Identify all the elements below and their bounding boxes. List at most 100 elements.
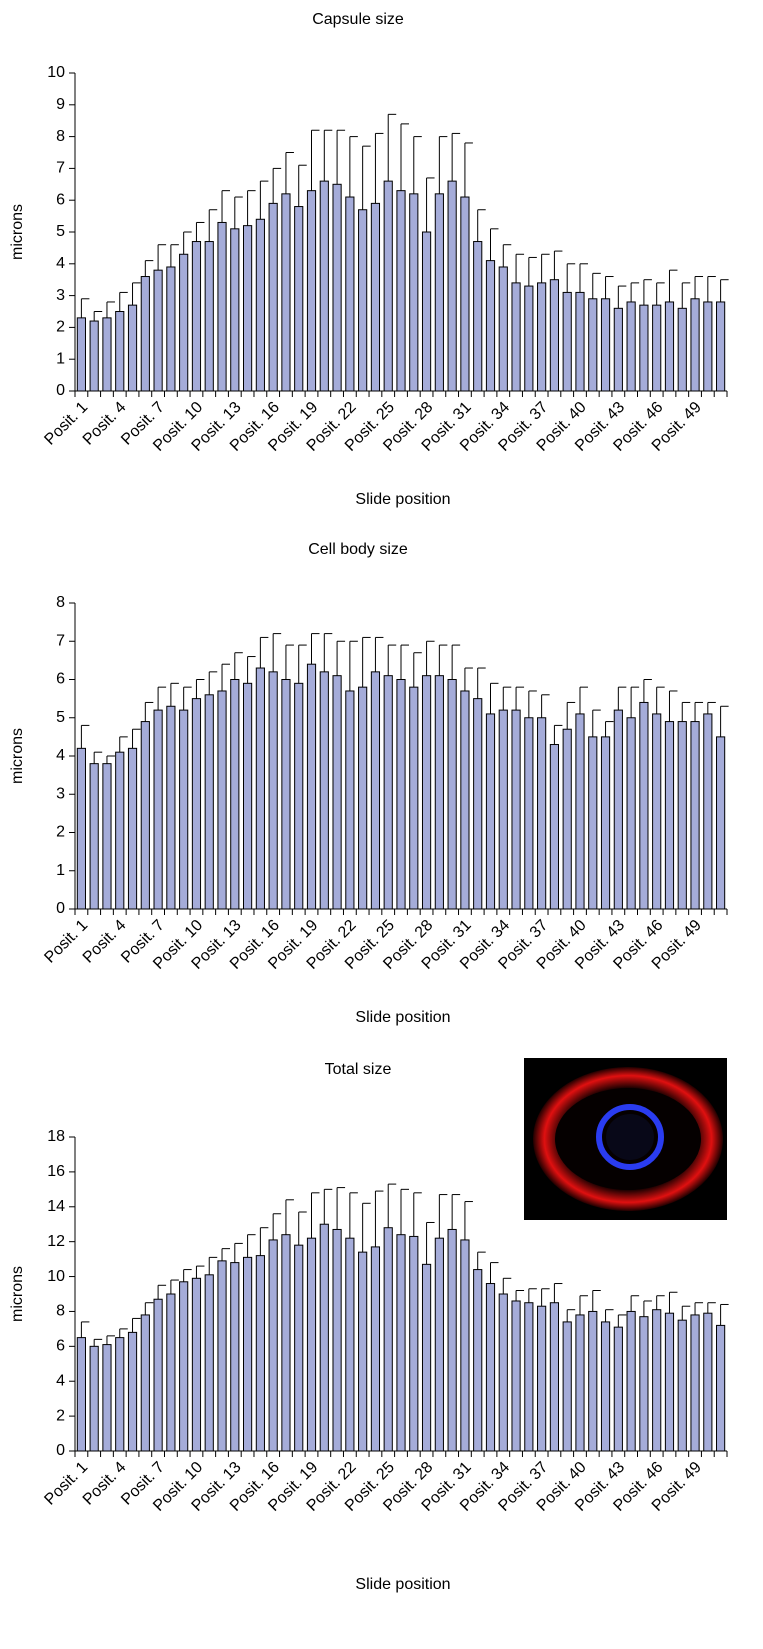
bar [448,680,456,910]
bar [576,714,584,909]
bar [384,181,392,391]
bar [282,1235,290,1451]
y-tick-label: 8 [56,1303,65,1320]
bar [704,302,712,391]
bar [665,1313,673,1451]
bar [538,1306,546,1451]
bar [512,710,520,909]
bar [601,299,609,391]
bar [435,1238,443,1451]
bar [295,683,303,909]
bar [397,680,405,910]
y-tick-label: 12 [47,1233,65,1250]
bar [550,745,558,909]
bar [333,1229,341,1451]
bar [371,203,379,391]
bar [180,710,188,909]
bar [77,1338,85,1451]
bar [461,1240,469,1451]
bar [346,1238,354,1451]
bar [461,197,469,391]
y-tick-label: 6 [56,671,65,688]
y-tick-label: 7 [56,632,65,649]
y-tick-label: 3 [56,287,65,304]
bar [691,299,699,391]
y-tick-label: 8 [56,128,65,145]
bar [307,1238,315,1451]
bar [320,1224,328,1451]
x-axis-label: Slide position [355,1576,450,1593]
y-axis-label: microns [9,204,26,260]
y-tick-label: 6 [56,1338,65,1355]
bar [665,722,673,909]
bar [359,687,367,909]
chart-title: Total size [325,1061,392,1078]
y-tick-label: 4 [56,255,65,272]
x-axis-label: Slide position [355,491,450,508]
bar [512,1301,520,1451]
bar [474,242,482,391]
bar [550,1303,558,1451]
y-tick-label: 2 [56,1407,65,1424]
bar [665,302,673,391]
bar [77,748,85,909]
bar [359,210,367,391]
bar [282,194,290,391]
bar [640,702,648,909]
bar [563,729,571,909]
bar [269,672,277,909]
bar [90,321,98,391]
bar [397,1235,405,1451]
bar [486,714,494,909]
y-tick-label: 0 [56,1442,65,1459]
bar [704,1313,712,1451]
bar [499,710,507,909]
y-tick-label: 14 [47,1198,65,1215]
bar [141,1315,149,1451]
bar [678,1320,686,1451]
bar [167,706,175,909]
bar [116,752,124,909]
bar [410,687,418,909]
bar [205,695,213,909]
bar [704,714,712,909]
bar [103,1345,111,1451]
bar [269,1240,277,1451]
bar [282,680,290,910]
bar [167,267,175,391]
bar [589,737,597,909]
bar [550,280,558,391]
chart-title: Capsule size [312,11,404,28]
bar [678,308,686,391]
bar [103,764,111,909]
bar [192,699,200,909]
bar [346,691,354,909]
bar [422,676,430,909]
bar [397,191,405,391]
bar [154,270,162,391]
bar [269,203,277,391]
bar [717,737,725,909]
bar [589,299,597,391]
bar [448,1229,456,1451]
bar [307,664,315,909]
bar [640,1317,648,1451]
bar [256,668,264,909]
bar [435,676,443,909]
y-tick-label: 4 [56,747,65,764]
bar [614,308,622,391]
bar [141,722,149,909]
bar [563,1322,571,1451]
bar [653,1310,661,1451]
bar [243,1257,251,1451]
bar [243,226,251,391]
y-tick-label: 5 [56,709,65,726]
bar [256,219,264,391]
bar [116,312,124,392]
bar [563,292,571,391]
y-tick-label: 2 [56,319,65,336]
y-axis-label: microns [9,728,26,784]
bar [410,1236,418,1451]
bar [486,261,494,391]
bar [218,1261,226,1451]
